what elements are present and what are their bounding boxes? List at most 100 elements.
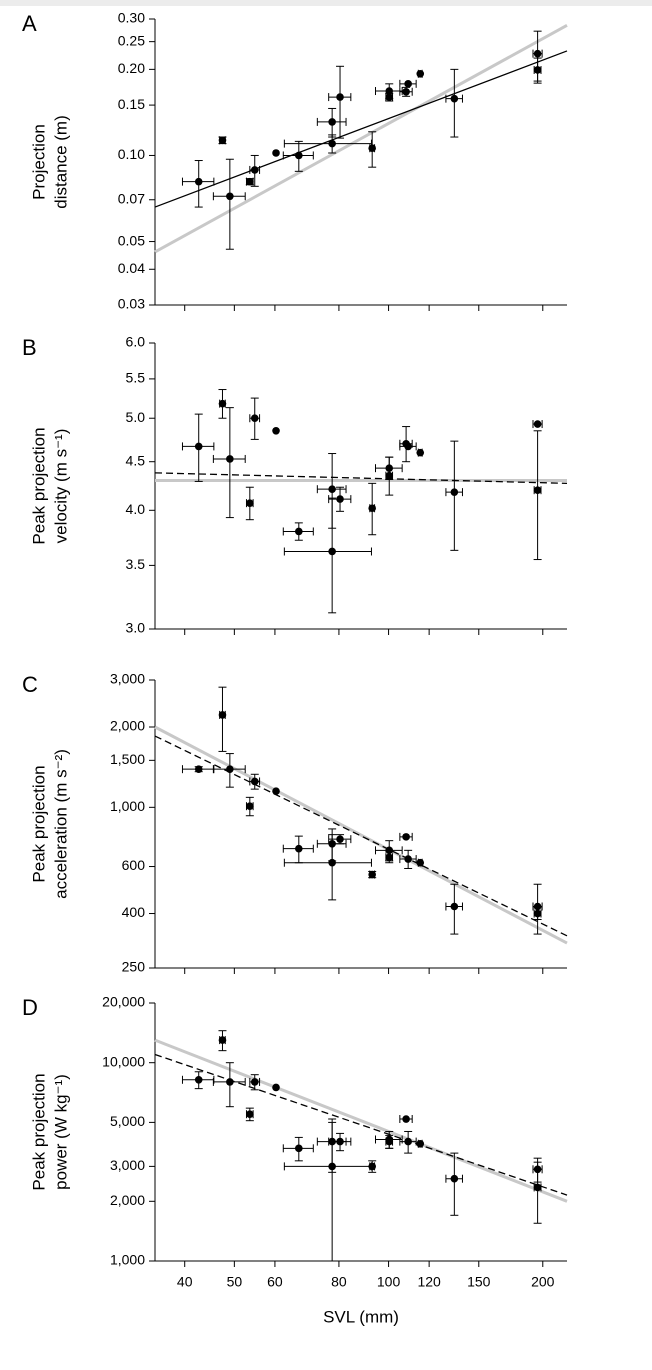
data-point: [194, 1075, 203, 1084]
y-tick-label: 2,000: [110, 1192, 145, 1208]
y-tick-label: 1,000: [110, 1252, 145, 1268]
y-tick-label: 0.10: [118, 146, 145, 162]
top-shade: [0, 0, 652, 6]
data-point: [328, 118, 336, 126]
data-point: [385, 471, 394, 480]
y-tick-label: 5.5: [126, 370, 146, 386]
panel-label: A: [22, 11, 37, 36]
x-tick-label: 150: [467, 1274, 491, 1290]
data-point: [226, 1078, 234, 1086]
data-point: [368, 1162, 376, 1171]
data-point: [533, 902, 542, 911]
x-tick-label: 60: [267, 1274, 283, 1290]
data-point: [328, 139, 336, 148]
y-tick-label: 0.03: [118, 296, 145, 312]
data-point: [194, 765, 203, 773]
y-tick-label: 6.0: [126, 334, 146, 350]
data-point: [416, 1139, 425, 1148]
data-point: [328, 1162, 336, 1171]
data-point: [416, 69, 425, 78]
y-axis-label: distance (m): [51, 115, 70, 209]
panel: D Peak projection power (W kg⁻¹) 1,000 2,000…: [22, 994, 568, 1326]
y-axis-label: Peak projection: [29, 1073, 48, 1190]
fit-line: [154, 472, 568, 484]
y-tick-label: 1,500: [110, 751, 145, 767]
data-point: [218, 399, 227, 408]
panel: A Projection distance (m) 0.03 0.04 0.05 0.07 0…: [22, 10, 568, 312]
fit-line: [154, 1053, 568, 1196]
data-point: [272, 426, 280, 435]
data-point: [218, 136, 227, 145]
data-point: [450, 1174, 459, 1183]
data-point: [336, 835, 344, 843]
data-point: [250, 166, 259, 174]
x-tick-label: 120: [417, 1274, 441, 1290]
data-point: [328, 485, 336, 493]
panel-label: B: [22, 335, 37, 360]
data-point: [250, 777, 259, 786]
data-point: [404, 80, 412, 88]
y-tick-label: 3,000: [110, 671, 145, 687]
y-axis-label: Peak projection: [29, 765, 48, 882]
data-point: [404, 855, 412, 863]
y-axis-label: acceleration (m s⁻²): [51, 749, 70, 899]
data-point: [450, 488, 459, 496]
data-point: [533, 486, 542, 494]
y-axis-label: power (W kg⁻¹): [51, 1074, 70, 1190]
data-point: [450, 902, 459, 911]
x-tick-label: 100: [377, 1274, 401, 1290]
panel-label: D: [22, 995, 38, 1020]
data-point: [385, 1137, 394, 1146]
x-tick-label: 80: [331, 1274, 347, 1290]
data-point: [246, 499, 254, 507]
data-point: [533, 49, 542, 58]
data-point: [226, 455, 234, 463]
y-tick-label: 1,000: [110, 798, 145, 814]
data-point: [336, 1137, 344, 1146]
data-point: [404, 442, 412, 451]
y-tick-label: 0.25: [118, 32, 145, 48]
y-tick-label: 20,000: [102, 994, 145, 1010]
data-point: [416, 448, 425, 457]
y-tick-label: 4.5: [126, 452, 146, 468]
data-point: [385, 93, 394, 101]
data-point: [272, 787, 280, 795]
data-point: [533, 909, 542, 918]
data-point: [385, 853, 394, 862]
data-point: [533, 420, 542, 428]
y-tick-label: 0.15: [118, 96, 145, 112]
panel-label: C: [22, 672, 38, 697]
y-tick-label: 2,000: [110, 718, 145, 734]
data-point: [246, 802, 254, 810]
data-point: [328, 858, 336, 867]
y-tick-label: 600: [122, 857, 146, 873]
y-tick-label: 0.05: [118, 232, 145, 248]
y-tick-label: 250: [122, 959, 146, 975]
y-axis-label: Peak projection: [29, 427, 48, 544]
x-tick-label: 200: [531, 1274, 555, 1290]
fit-line: [154, 50, 568, 208]
panel: C Peak projection acceleration (m s⁻²) 250 4…: [22, 671, 568, 975]
data-point: [246, 177, 254, 186]
y-tick-label: 3.5: [126, 556, 146, 572]
x-tick-label: 50: [227, 1274, 243, 1290]
data-point: [533, 66, 542, 74]
data-point: [328, 547, 336, 556]
data-point: [295, 844, 303, 853]
data-point: [402, 87, 410, 96]
y-axis-label: velocity (m s⁻¹): [51, 429, 70, 544]
data-point: [368, 504, 376, 513]
data-point: [336, 495, 344, 503]
data-point: [194, 177, 203, 186]
data-point: [250, 414, 259, 423]
x-tick-label: 40: [177, 1274, 193, 1290]
y-tick-label: 3.0: [126, 620, 146, 636]
data-point: [226, 765, 234, 773]
data-point: [218, 1036, 227, 1044]
y-axis-label: Projection: [29, 124, 48, 200]
data-point: [402, 833, 410, 841]
data-point: [404, 1137, 412, 1146]
data-point: [272, 1083, 280, 1092]
data-point: [368, 870, 376, 879]
panel: B Peak projection velocity (m s⁻¹) 3.0 3.5 4.…: [22, 334, 568, 636]
